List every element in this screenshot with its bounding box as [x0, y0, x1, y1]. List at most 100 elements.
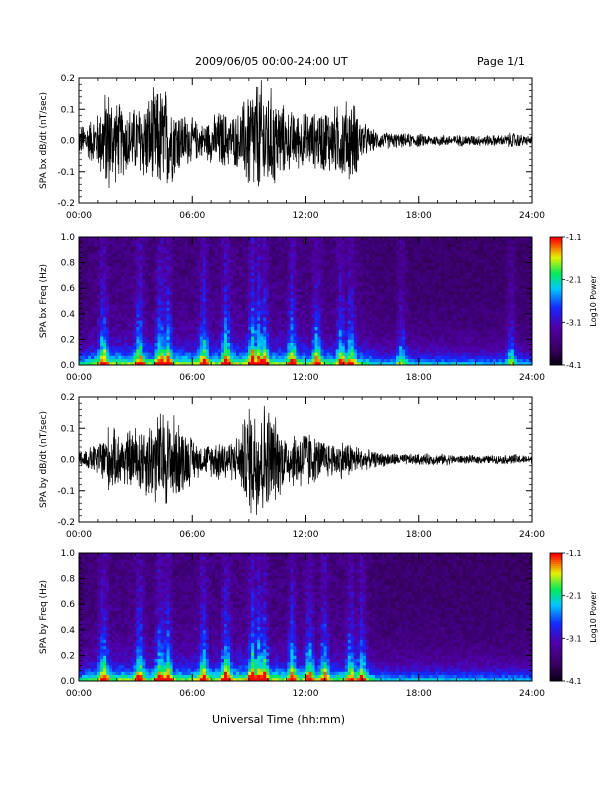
heat-cell: [142, 329, 146, 334]
heat-cell: [287, 291, 291, 295]
heat-cell: [272, 355, 276, 359]
heat-cell: [251, 285, 255, 289]
heat-cell: [414, 320, 418, 324]
heat-cell: [100, 256, 104, 260]
heat-cell: [347, 336, 352, 340]
heat-cell: [94, 297, 98, 302]
heat-cell: [341, 345, 346, 350]
heat-cell: [444, 259, 448, 263]
heat-cell: [429, 313, 433, 318]
heat-cell: [248, 249, 252, 254]
heat-cell: [263, 313, 267, 318]
heat-cell: [139, 361, 143, 366]
heat-cell: [109, 237, 113, 241]
heat-cell: [426, 329, 430, 334]
heat-cell: [417, 285, 421, 289]
heat-cell: [214, 249, 219, 254]
heat-cell: [293, 281, 297, 286]
heat-cell: [269, 256, 273, 260]
heat-cell: [190, 355, 195, 359]
heat-cell: [260, 256, 264, 260]
heat-cell: [205, 345, 210, 350]
heat-cell: [211, 323, 216, 327]
heat-cell: [103, 269, 107, 273]
heat-cell: [263, 243, 267, 247]
heat-cell: [257, 326, 261, 331]
heat-cell: [154, 345, 158, 350]
heat-cell: [359, 323, 364, 327]
heat-cell: [109, 288, 113, 292]
heat-cell: [154, 349, 158, 353]
heat-cell: [145, 294, 149, 299]
heat-cell: [223, 323, 228, 327]
heat-cell: [254, 307, 258, 311]
heat-cell: [429, 256, 433, 260]
heat-cell: [275, 237, 279, 241]
heat-cell: [296, 339, 300, 343]
heat-cell: [166, 243, 170, 247]
heat-cell: [109, 304, 113, 308]
heat-cell: [242, 307, 246, 311]
heat-cell: [381, 342, 385, 347]
heat-cell: [308, 291, 312, 295]
heat-cell: [396, 320, 400, 324]
heat-cell: [196, 243, 201, 247]
heat-cell: [163, 307, 167, 311]
heat-cell: [133, 349, 137, 353]
heat-cell: [359, 358, 364, 363]
heat-cell: [139, 301, 143, 305]
heat-cell: [365, 326, 370, 331]
heat-cell: [377, 329, 382, 334]
heat-cell: [160, 301, 164, 305]
heat-cell: [223, 361, 228, 366]
heat-cell: [220, 249, 225, 254]
heat-cell: [299, 246, 303, 251]
heat-cell: [205, 339, 210, 343]
heat-cell: [181, 285, 186, 289]
heat-cell: [91, 326, 95, 331]
heat-cell: [217, 237, 222, 241]
heat-cell: [82, 275, 86, 279]
heat-cell: [178, 304, 183, 308]
heat-cell: [332, 291, 337, 295]
heat-cell: [236, 352, 240, 356]
heat-cell: [193, 301, 198, 305]
heat-cell: [444, 326, 448, 331]
heat-cell: [254, 297, 258, 302]
heat-cell: [278, 317, 282, 321]
heat-cell: [260, 301, 264, 305]
heat-cell: [377, 294, 382, 299]
heat-cell: [124, 336, 128, 340]
heat-cell: [118, 355, 122, 359]
heat-cell: [420, 355, 424, 359]
heat-cell: [160, 320, 164, 324]
heat-cell: [248, 345, 252, 350]
heat-cell: [278, 262, 282, 267]
heat-cell: [257, 256, 261, 260]
heat-cell: [184, 313, 189, 318]
heat-cell: [429, 275, 433, 279]
heat-cell: [432, 349, 436, 353]
heat-cell: [214, 349, 219, 353]
heat-cell: [374, 339, 379, 343]
heat-cell: [142, 291, 146, 295]
heat-cell: [326, 291, 331, 295]
heat-cell: [242, 323, 246, 327]
heat-cell: [175, 310, 180, 315]
heat-cell: [94, 253, 98, 257]
heat-cell: [254, 281, 258, 286]
heat-cell: [423, 269, 427, 273]
heat-cell: [323, 304, 328, 308]
heat-cell: [157, 342, 161, 347]
heat-cell: [326, 323, 331, 327]
heat-cell: [438, 345, 442, 350]
heat-cell: [359, 262, 364, 267]
heat-cell: [172, 326, 177, 331]
heat-cell: [371, 345, 376, 350]
heat-cell: [239, 269, 243, 273]
heat-cell: [139, 269, 143, 273]
heat-cell: [281, 301, 285, 305]
heat-cell: [420, 259, 424, 263]
heat-cell: [371, 301, 376, 305]
heat-cell: [242, 265, 246, 270]
